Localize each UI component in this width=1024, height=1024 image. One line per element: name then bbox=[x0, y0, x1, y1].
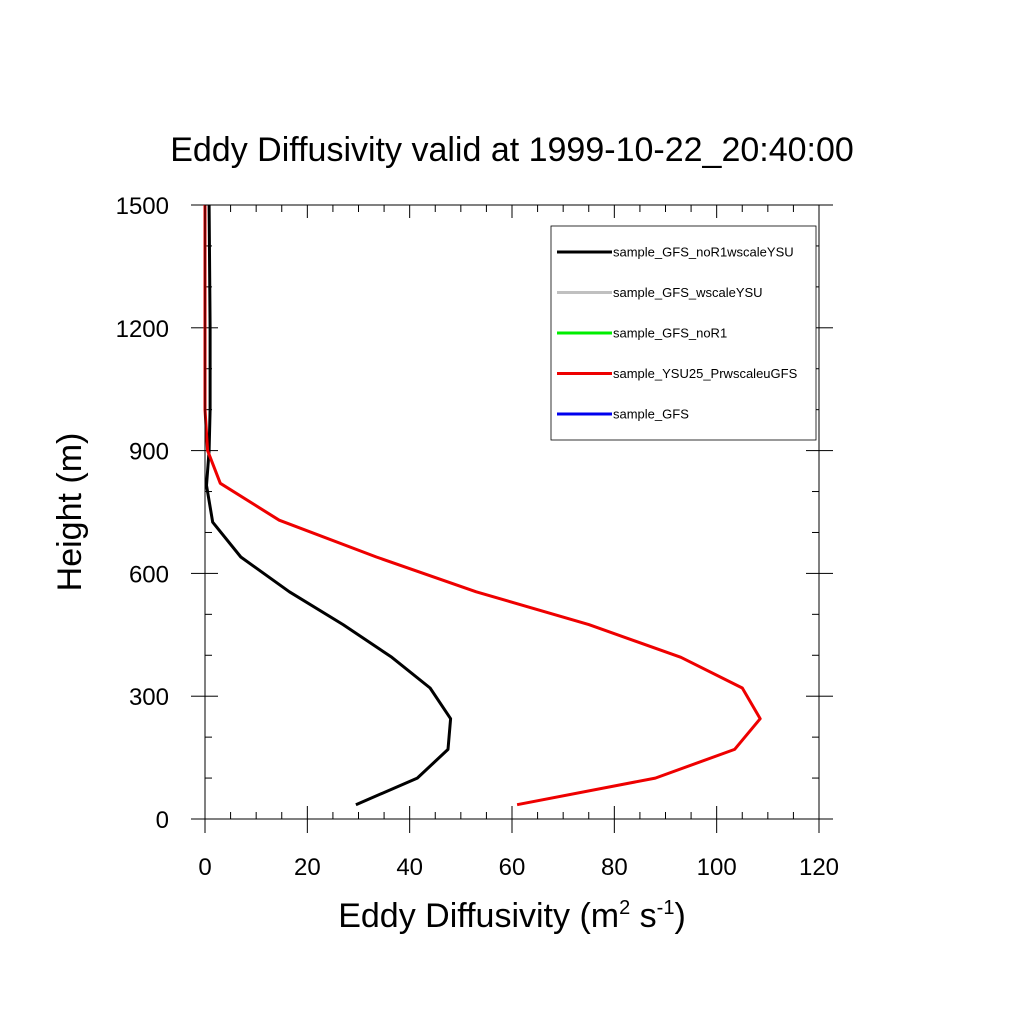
legend: sample_GFS_noR1wscaleYSU sample_GFS_wscal… bbox=[550, 225, 817, 441]
series-line bbox=[203, 205, 762, 807]
chart-title: Eddy Diffusivity valid at 1999-10-22_20:… bbox=[170, 131, 854, 169]
x-tick-label: 20 bbox=[294, 854, 321, 881]
y-tick-label: 1200 bbox=[116, 316, 169, 343]
y-tick-label: 600 bbox=[129, 561, 169, 588]
minor-ticks bbox=[205, 205, 819, 819]
legend-label: sample_GFS bbox=[613, 407, 689, 422]
x-tick-label: 0 bbox=[198, 854, 211, 881]
y-tick-label: 300 bbox=[129, 684, 169, 711]
series-lines bbox=[203, 204, 762, 807]
x-axis-title-base: Eddy Diffusivity (m bbox=[338, 897, 619, 935]
x-tick-label: 100 bbox=[697, 854, 737, 881]
legend-label: sample_GFS_wscaleYSU bbox=[613, 285, 763, 300]
legend-label: sample_YSU25_PrwscaleuGFS bbox=[613, 366, 798, 381]
x-axis-title-end: ) bbox=[674, 897, 685, 935]
x-axis-title-sup1: 2 bbox=[619, 897, 630, 919]
x-tick-label: 40 bbox=[396, 854, 423, 881]
legend-label: sample_GFS_noR1wscaleYSU bbox=[613, 245, 794, 260]
x-axis-title: Eddy Diffusivity (m2 s-1) bbox=[338, 897, 686, 935]
y-axis-title: Height (m) bbox=[51, 433, 89, 592]
x-tick-label: 60 bbox=[499, 854, 526, 881]
plot-frame bbox=[204, 204, 820, 820]
y-tick-label: 0 bbox=[156, 807, 169, 834]
y-tick-labels: 0 300 600 900 1200 1500 bbox=[116, 193, 169, 834]
x-axis-title-mid: s bbox=[630, 897, 656, 935]
series-line bbox=[205, 204, 453, 807]
y-tick-label: 900 bbox=[129, 439, 169, 466]
y-tick-label: 1500 bbox=[116, 193, 169, 220]
x-tick-labels: 0 20 40 60 80 100 120 bbox=[198, 854, 839, 881]
x-tick-label: 120 bbox=[799, 854, 839, 881]
x-axis-title-sup2: -1 bbox=[657, 897, 675, 919]
legend-label: sample_GFS_noR1 bbox=[613, 326, 727, 341]
x-tick-label: 80 bbox=[601, 854, 628, 881]
